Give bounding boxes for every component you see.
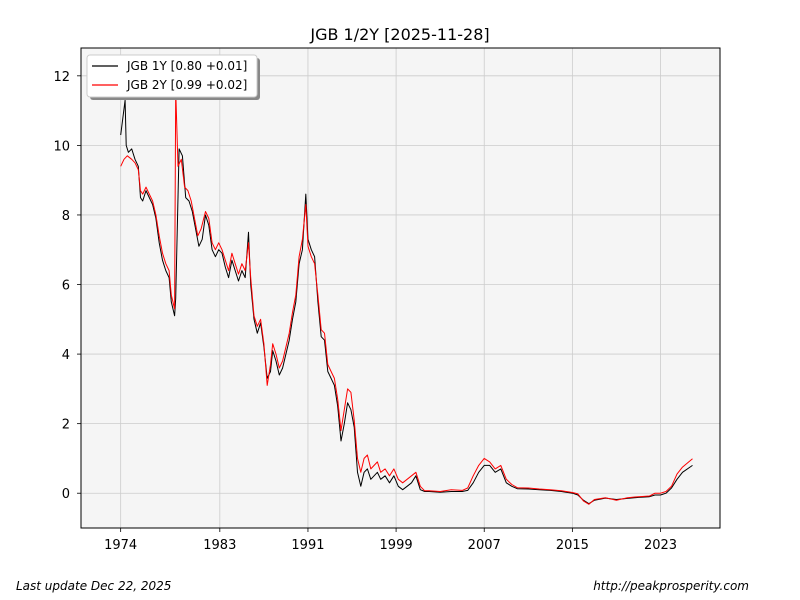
y-tick-label: 12 [53,70,70,85]
last-update-text: Last update Dec 22, 2025 [16,579,172,593]
y-tick-label: 2 [62,418,70,433]
x-tick-label: 2015 [556,538,589,553]
y-tick-label: 8 [62,209,70,224]
legend-label-jgb-2y: JGB 2Y [0.99 +0.02] [126,78,247,92]
plot-area [81,48,720,528]
x-tick-label: 2007 [468,538,501,553]
x-tick-label: 1991 [291,538,324,553]
y-tick-label: 6 [62,279,70,294]
x-tick-label: 2023 [644,538,677,553]
grid [81,48,720,528]
plot-frame [80,47,721,529]
x-tick-label: 1983 [203,538,236,553]
series-lines [120,89,693,505]
source-url: http://peakprosperity.com [593,579,749,593]
x-axis: 1974 1983 1991 1999 2007 2015 2023 [104,528,677,553]
series-line-jgb-1y [120,99,693,505]
legend-label-jgb-1y: JGB 1Y [0.80 +0.01] [126,59,247,73]
y-axis: 0 2 4 6 8 10 12 [53,70,81,502]
y-tick-label: 10 [53,139,70,154]
y-tick-label: 0 [62,487,70,502]
y-tick-label: 4 [62,348,70,363]
chart-title: JGB 1/2Y [2025-11-28] [309,25,489,44]
legend: JGB 1Y [0.80 +0.01] JGB 2Y [0.99 +0.02] [86,54,260,100]
x-tick-label: 1974 [104,538,137,553]
x-tick-label: 1999 [380,538,413,553]
legend-box [86,54,258,98]
series-line-jgb-2y [120,89,693,505]
